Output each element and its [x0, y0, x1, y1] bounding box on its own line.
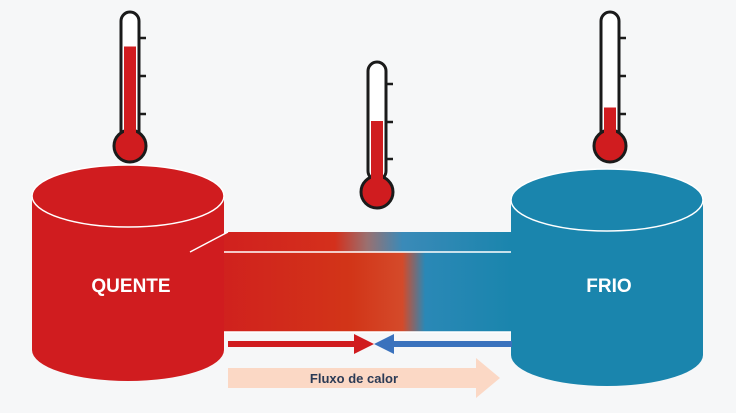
thermometer-cold — [592, 10, 628, 164]
red-arrow-right — [228, 334, 374, 354]
heat-direction-arrows — [228, 334, 512, 354]
cold-reservoir-body — [511, 200, 703, 386]
thermometer-hot — [112, 10, 148, 164]
heat-conductor-bar — [189, 232, 513, 333]
hot-reservoir: QUENTE — [31, 164, 229, 381]
hot-reservoir-top — [31, 164, 225, 228]
heat-flow-label: Fluxo de calor — [310, 371, 398, 386]
thermometer-cold-level — [604, 107, 616, 146]
heat-flow-arrow: Fluxo de calor — [228, 358, 500, 398]
thermometer-hot-level — [124, 46, 136, 146]
bar-front-face — [189, 251, 513, 333]
hot-reservoir-label: QUENTE — [91, 276, 170, 297]
bar-top-face — [190, 232, 512, 252]
hot-reservoir-body — [32, 196, 224, 381]
blue-arrow-left — [374, 334, 512, 354]
thermometer-middle-level — [371, 121, 383, 184]
cold-reservoir-top — [510, 168, 704, 232]
thermometer-middle — [359, 60, 395, 210]
cold-reservoir-label: FRIO — [586, 276, 631, 297]
cold-reservoir: FRIO — [510, 168, 704, 386]
